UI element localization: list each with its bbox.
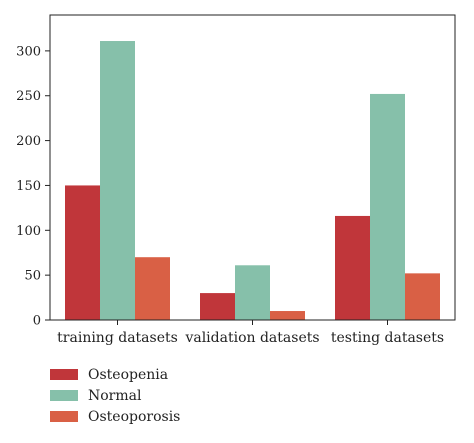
x-axis-labels: training datasets validation datasets test… (57, 320, 444, 346)
bar-normal-1 (235, 265, 270, 320)
legend-swatch-osteoporosis (50, 411, 78, 422)
legend: Osteopenia Normal Osteoporosis (50, 364, 180, 427)
legend-label-osteopenia: Osteopenia (88, 366, 169, 383)
y-tick-label: 50 (24, 269, 41, 284)
bar-osteoporosis-1 (270, 311, 305, 320)
legend-item-osteoporosis: Osteoporosis (50, 406, 180, 427)
x-tick-label: validation datasets (184, 330, 319, 346)
y-tick-label: 250 (16, 89, 41, 104)
bar-normal-2 (370, 93, 405, 320)
bar-osteopenia-1 (200, 293, 235, 320)
x-tick-label: testing datasets (331, 330, 444, 346)
legend-label-osteoporosis: Osteoporosis (88, 408, 181, 425)
x-tick-label: training datasets (57, 330, 178, 346)
y-tick-label: 100 (16, 224, 41, 239)
y-tick-label: 200 (16, 134, 41, 149)
legend-swatch-osteopenia (50, 369, 78, 380)
y-axis-ticks: 0 50 100 150 200 250 300 (16, 44, 50, 329)
bar-osteoporosis-2 (405, 273, 440, 320)
bar-osteopenia-0 (65, 185, 100, 320)
y-tick-label: 300 (16, 44, 41, 59)
bars (65, 41, 440, 320)
legend-item-normal: Normal (50, 385, 180, 406)
legend-swatch-normal (50, 390, 78, 401)
bar-normal-0 (100, 41, 135, 320)
legend-item-osteopenia: Osteopenia (50, 364, 180, 385)
bar-osteopenia-2 (335, 215, 370, 320)
bar-osteoporosis-0 (135, 257, 170, 320)
legend-label-normal: Normal (88, 387, 142, 404)
y-tick-label: 150 (16, 179, 41, 194)
plot-frame (49, 14, 456, 321)
y-tick-label: 0 (33, 314, 41, 329)
